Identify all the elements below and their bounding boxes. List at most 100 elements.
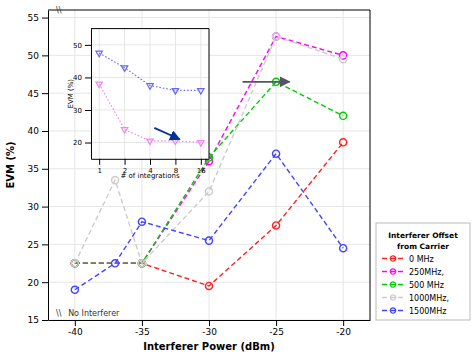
series-marker <box>138 218 145 225</box>
series-marker <box>340 245 347 252</box>
y-axis: 20304050 <box>73 29 91 159</box>
x-tick-mark <box>99 159 100 165</box>
legend-label: 250MHz, <box>409 268 444 277</box>
legend-entry: 250MHz, <box>382 268 444 277</box>
legend-swatch-marker <box>390 269 395 274</box>
series-marker <box>172 139 178 145</box>
x-tick: -30 <box>202 320 217 337</box>
y-tick: 30 <box>28 202 48 212</box>
series-marker <box>340 139 347 146</box>
x-tick-label: -25 <box>269 327 284 337</box>
grid-line-y <box>91 77 209 78</box>
y-tick: 50 <box>73 42 91 50</box>
legend-entry: 1000MHz, <box>382 294 449 303</box>
x-axis-label: # of integrations <box>120 172 180 180</box>
series-marker <box>138 260 145 267</box>
y-tick-mark <box>42 282 48 283</box>
series-marker <box>121 128 127 134</box>
legend-title: from Carrier <box>397 242 449 251</box>
grid-line-x <box>276 10 277 320</box>
y-tick-label: 15 <box>28 315 39 325</box>
series-marker <box>205 237 212 244</box>
grid-line-x <box>99 29 100 159</box>
y-tick-mark <box>85 45 91 46</box>
series-marker <box>71 286 78 293</box>
x-tick-mark <box>75 320 76 326</box>
y-tick-mark <box>42 55 48 56</box>
y-axis-line <box>91 29 92 159</box>
x-tick-mark <box>142 320 143 326</box>
x-tick: -35 <box>135 320 150 337</box>
y-axis: 15 20 25 30 35 40 45 50 55 <box>28 11 49 326</box>
legend-swatch-line <box>382 258 404 259</box>
x-tick: -40 <box>68 320 83 337</box>
y-tick: 30 <box>73 107 91 115</box>
series-marker <box>147 139 153 145</box>
series-line <box>75 154 343 290</box>
grid <box>48 10 370 320</box>
series-marker <box>273 222 280 229</box>
y-tick-mark <box>42 18 48 19</box>
y-tick: 35 <box>28 164 48 174</box>
x-tick-mark <box>201 159 202 165</box>
x-tick-mark <box>125 159 126 165</box>
y-tick-mark <box>42 131 48 132</box>
x-tick-label: -20 <box>336 327 351 337</box>
grid-line-y <box>48 206 370 207</box>
main-plot: -40-35-30-25-20152025303540455055Interfe… <box>5 6 371 352</box>
grid <box>91 29 209 159</box>
series-marker <box>121 66 127 72</box>
x-tick: -25 <box>269 320 284 337</box>
series-marker <box>205 282 212 289</box>
legend-swatch-marker <box>390 295 395 300</box>
x-tick-label: 16 <box>197 167 206 175</box>
y-tick: 20 <box>73 139 91 147</box>
x-tick-label: -30 <box>202 327 217 337</box>
annotation-arrow <box>154 128 179 139</box>
y-tick: 20 <box>28 278 48 288</box>
y-tick-mark <box>85 77 91 78</box>
y-tick-label: 20 <box>28 278 40 288</box>
y-axis-label: EVM (%) <box>67 79 75 109</box>
data-area <box>96 51 204 146</box>
x-tick-label: 1 <box>97 167 101 175</box>
grid-line-y <box>91 44 209 45</box>
series-marker <box>198 89 204 95</box>
legend-label: 1500MHz <box>409 307 446 316</box>
legend-swatch-marker <box>390 256 395 261</box>
y-tick: 45 <box>28 89 48 99</box>
x-tick: -20 <box>336 320 351 337</box>
annotation-text: \\ <box>56 6 62 15</box>
legend-label: 500 MHz <box>409 281 444 290</box>
y-tick-label: 50 <box>28 51 40 61</box>
y-tick-label: 55 <box>28 13 39 23</box>
legend-entry: 1500MHz <box>382 307 446 316</box>
y-tick-label: 30 <box>28 202 40 212</box>
annotation-arrow <box>243 81 290 83</box>
legend-label: 1000MHz, <box>409 294 449 303</box>
legend-label: 0 MHz <box>409 255 434 264</box>
x-tick-mark <box>175 159 176 165</box>
plot-background <box>91 29 209 159</box>
y-tick-label: 45 <box>28 89 39 99</box>
grid-line-x <box>124 29 125 159</box>
chart: -40-35-30-25-20152025303540455055Interfe… <box>0 0 474 356</box>
plot-background <box>48 10 370 320</box>
y-tick-mark <box>42 244 48 245</box>
series-marker <box>273 33 280 40</box>
grid-line-y <box>48 17 370 18</box>
series-marker <box>273 150 280 157</box>
x-tick-label: -40 <box>68 327 83 337</box>
series-marker <box>96 51 102 57</box>
y-tick-label: 40 <box>28 126 40 136</box>
y-tick-label: 25 <box>28 240 39 250</box>
frame-top <box>48 10 370 11</box>
series-marker <box>205 188 212 195</box>
series-line <box>99 53 201 90</box>
legend-swatch-line <box>382 310 404 311</box>
x-axis: -40 -35 -30 -25 -20 <box>49 320 371 337</box>
legend-entry: 0 MHz <box>382 255 434 264</box>
grid-line-x <box>343 10 344 320</box>
x-tick-mark <box>209 320 210 326</box>
y-tick-mark <box>42 320 48 321</box>
